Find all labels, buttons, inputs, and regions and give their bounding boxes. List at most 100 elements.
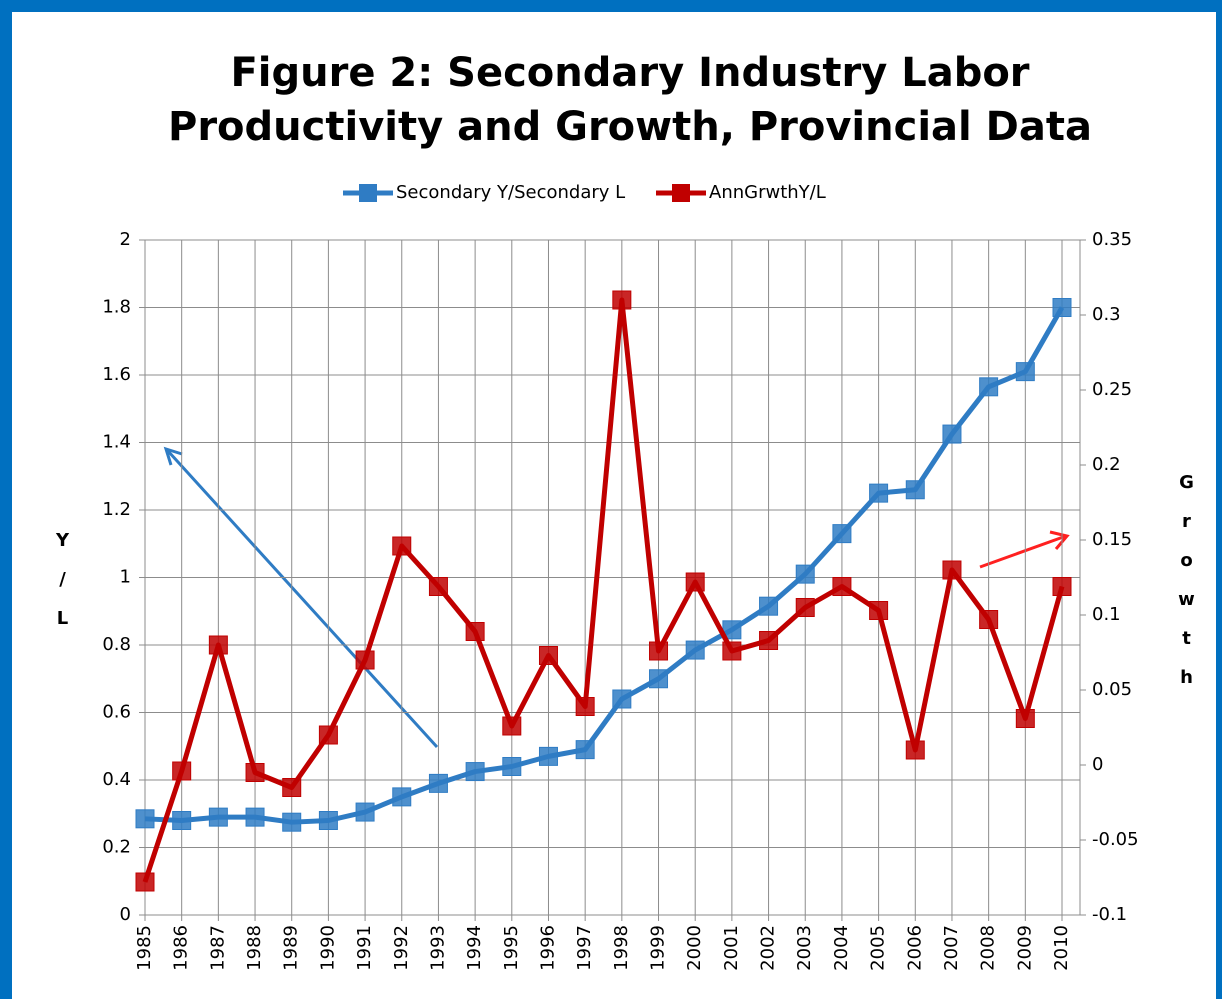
point-marker: [869, 483, 889, 503]
x-tick-label: 2004: [831, 925, 852, 971]
x-tick-label: 2000: [684, 925, 705, 971]
y2-tick-label: -0.1: [1092, 904, 1127, 925]
point-marker: [502, 757, 522, 776]
legend-marker: [359, 184, 377, 202]
point-marker: [465, 762, 485, 782]
arrow-head: [1049, 530, 1070, 550]
x-tick-label: 1987: [207, 925, 228, 971]
point-marker: [905, 480, 925, 500]
x-tick-label: 1994: [464, 925, 485, 971]
x-tick-label: 2008: [978, 925, 999, 971]
y2-tick-label: 0.3: [1092, 304, 1121, 325]
point-marker: [245, 763, 265, 782]
point-marker: [245, 807, 265, 827]
x-tick-label: 1996: [537, 925, 558, 971]
point-marker: [428, 773, 448, 793]
point-marker: [795, 564, 815, 584]
x-tick-label: 2007: [941, 925, 962, 971]
x-tick-label: 2010: [1051, 925, 1072, 971]
x-tick-label: 1990: [317, 925, 338, 971]
x-tick-label: 1997: [574, 925, 595, 971]
point-marker: [722, 641, 742, 661]
x-tick-label: 1998: [611, 925, 632, 971]
annotation-arrow: [979, 534, 1067, 569]
point-marker: [355, 802, 375, 822]
point-marker: [1015, 709, 1035, 728]
point-marker: [575, 740, 595, 760]
x-tick-label: 1995: [501, 925, 522, 971]
point-marker: [318, 725, 338, 745]
point-marker: [1015, 362, 1035, 382]
point-marker: [942, 424, 962, 444]
point-marker: [392, 787, 412, 807]
point-marker: [649, 641, 669, 661]
x-tick-label: 1993: [427, 925, 448, 971]
x-tick-label: 2006: [904, 925, 925, 971]
point-marker: [172, 811, 192, 830]
x-tick-label: 1988: [244, 925, 265, 971]
x-tick-label: 1991: [354, 925, 375, 971]
x-tick-label: 1986: [171, 925, 192, 971]
point-marker: [612, 290, 632, 310]
y-tick-label: 2: [120, 229, 131, 250]
x-tick-label: 1989: [281, 925, 302, 971]
y-tick-label: 0.8: [102, 634, 131, 655]
y-tick-label: 1.2: [102, 499, 131, 520]
y-tick-label: 0.6: [102, 702, 131, 723]
y2-tick-label: 0.2: [1092, 454, 1121, 475]
y2-axis-label: Growth: [1176, 472, 1197, 706]
point-marker: [795, 598, 815, 617]
x-tick-label: 2001: [721, 925, 742, 971]
point-marker: [649, 669, 669, 689]
point-marker: [502, 716, 522, 736]
point-marker: [869, 601, 889, 620]
point-marker: [832, 524, 852, 544]
point-marker: [979, 377, 999, 397]
y-tick-label: 0.2: [102, 837, 131, 858]
legend-marker: [672, 184, 690, 202]
y2-tick-label: 0.1: [1092, 604, 1121, 625]
point-marker: [318, 811, 338, 830]
x-tick-label: 1999: [648, 925, 669, 971]
point-marker: [282, 812, 302, 832]
point-marker: [538, 746, 558, 766]
x-tick-label: 1992: [391, 925, 412, 971]
x-tick-label: 2002: [758, 925, 779, 971]
point-marker: [905, 740, 925, 760]
y-tick-label: 1.4: [102, 432, 131, 453]
point-marker: [979, 610, 999, 629]
legend-label: Secondary Y/Secondary L: [396, 182, 625, 203]
y2-tick-label: 0.15: [1092, 529, 1132, 550]
x-tick-label: 2005: [868, 925, 889, 971]
arrow-head: [163, 446, 183, 466]
point-marker: [685, 572, 705, 592]
point-marker: [135, 809, 155, 829]
point-marker: [612, 689, 632, 709]
point-marker: [392, 536, 412, 556]
x-tick-label: 2009: [1014, 925, 1035, 971]
x-tick-label: 2003: [794, 925, 815, 971]
point-marker: [172, 761, 192, 781]
y2-tick-label: 0.35: [1092, 229, 1132, 250]
legend-label: AnnGrwthY/L: [709, 182, 826, 203]
y-tick-label: 0: [120, 904, 131, 925]
y-tick-label: 0.4: [102, 769, 131, 790]
point-marker: [208, 807, 228, 827]
y-tick-label: 1.6: [102, 364, 131, 385]
point-marker: [1052, 298, 1072, 317]
plot-frame: [144, 239, 1081, 916]
point-marker: [282, 778, 302, 797]
point-marker: [1052, 577, 1072, 596]
y2-tick-label: 0.25: [1092, 379, 1132, 400]
point-marker: [942, 560, 962, 580]
point-marker: [685, 640, 705, 660]
chart-title: Figure 2: Secondary Industry Labor Produ…: [168, 50, 1092, 150]
annotation-arrow: [166, 449, 439, 749]
y2-tick-label: -0.05: [1092, 829, 1139, 850]
y2-tick-label: 0: [1092, 754, 1103, 775]
point-marker: [538, 646, 558, 665]
point-marker: [759, 596, 779, 616]
point-marker: [575, 697, 595, 716]
